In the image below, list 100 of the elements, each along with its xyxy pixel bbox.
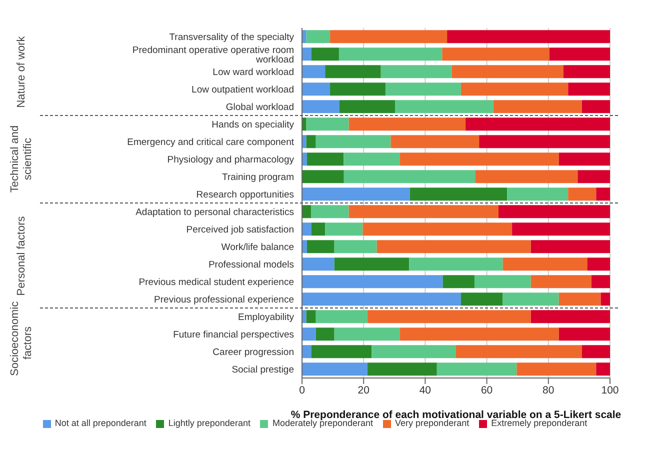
bar [549,48,610,61]
bar [306,135,316,148]
y-tick-label: Professional models [208,260,294,271]
bar [447,30,610,44]
y-tick-label: Emergency and critical care component [127,137,294,148]
legend-label: Very preponderant [395,418,470,428]
bar [376,240,531,254]
x-tick-label: 0 [299,384,306,396]
bar [493,100,582,114]
bar [512,222,610,236]
bar [302,310,306,324]
text: Technical and scientific [9,124,35,195]
bar [558,328,610,341]
bar [372,345,456,358]
y-tick-label: Perceived job satisfaction [186,224,294,236]
bar [330,82,386,96]
bar [502,258,588,271]
bar [502,292,559,306]
bar [456,345,582,358]
y-tick-label: Previous professional experience [154,294,294,306]
bar [442,48,550,61]
bar [568,82,610,96]
bar [302,188,410,201]
bar [409,258,503,271]
bar [302,345,312,358]
bar [302,100,340,114]
bar [302,258,334,271]
bar [410,188,508,201]
bar [582,100,610,114]
x-axis-title: % Preponderance of each motivational variable on a 5-Likert scale [290,409,622,421]
bar [306,118,349,131]
bar [302,222,312,236]
y-tick-label: Predominant operative operative room workload [132,44,294,66]
bar [316,310,368,324]
bar [302,240,307,254]
bar [306,30,330,44]
bar [338,48,442,61]
bar [302,170,344,184]
bar [330,30,448,44]
bar [367,310,531,324]
bar [302,65,326,78]
bar [400,152,559,166]
bar [302,152,307,166]
bar [452,65,564,78]
bar [302,118,306,131]
bar [596,188,610,201]
bar [344,152,400,166]
y-tick-label: Hands on speciality [212,120,294,131]
bar [302,30,306,44]
bar [334,240,377,254]
y-tick-label: Low ward workload [212,67,294,78]
text: Personal factors [16,216,28,296]
x-tick-label: 80 [542,384,554,396]
bar [306,152,344,166]
y-tick-label: Adaptation to personal characteristics [136,207,294,218]
bar [302,362,368,376]
bar [311,222,326,236]
bar [316,328,334,341]
bar [334,328,400,341]
y-tick-label: Employability [238,312,294,324]
x-tick-label: 60 [480,384,493,396]
bar [587,258,610,271]
legend-label: Lightly preponderant [168,418,250,428]
bar [339,100,396,114]
bar [498,205,610,218]
bar [325,222,363,236]
bar [311,205,349,218]
x-tick-label: 40 [419,384,432,396]
bar [385,82,461,96]
bar [563,65,610,78]
bar [344,170,476,184]
y-tick-label: Social prestige [232,364,294,376]
bar [302,48,312,61]
bar [311,345,372,358]
bar [436,362,517,376]
bar [334,258,410,271]
bar [466,118,610,131]
text: Nature of work [16,34,28,110]
bar [442,275,474,288]
bar [479,135,610,148]
y-tick-label: Career progression [212,347,294,358]
bar [306,310,316,324]
bar [530,310,610,324]
bar [578,170,610,184]
bar [596,362,610,376]
y-tick-label: Previous medical student experience [138,277,294,288]
bar [558,152,610,166]
bar [302,82,330,96]
bar [395,100,494,114]
legend-label: Not at all preponderant [54,418,146,428]
y-tick-label: Work/life balance [221,242,294,254]
bar [325,65,381,78]
bar [568,188,596,201]
bar [302,275,443,288]
y-tick-label: Global workload [226,102,294,114]
bar [302,292,461,306]
legend-label: Extremely preponderant [491,418,588,428]
text: Socioeconomic factors [9,301,35,376]
bar [390,135,480,148]
bar [507,188,568,201]
